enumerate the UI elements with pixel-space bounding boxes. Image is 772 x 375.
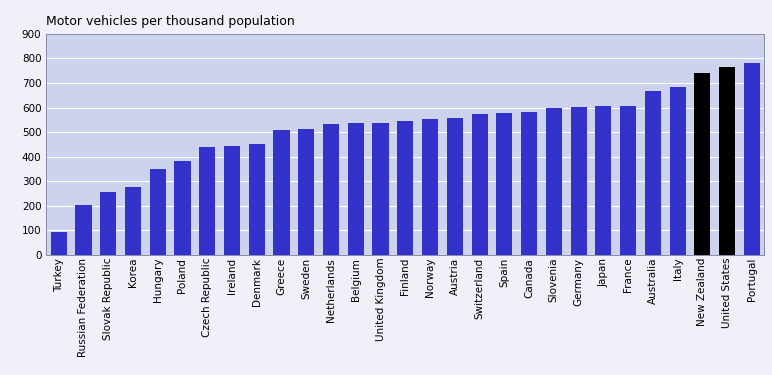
- Bar: [571, 107, 587, 255]
- Bar: [199, 147, 215, 255]
- Bar: [373, 123, 388, 255]
- Bar: [347, 123, 364, 255]
- Bar: [150, 170, 166, 255]
- Bar: [719, 67, 735, 255]
- Text: Motor vehicles per thousand population: Motor vehicles per thousand population: [46, 15, 295, 28]
- Bar: [422, 119, 438, 255]
- Bar: [249, 144, 265, 255]
- Bar: [521, 112, 537, 255]
- Bar: [744, 63, 760, 255]
- Bar: [125, 188, 141, 255]
- Bar: [620, 105, 636, 255]
- Bar: [51, 232, 66, 255]
- Bar: [669, 87, 686, 255]
- Bar: [398, 120, 413, 255]
- Bar: [472, 114, 488, 255]
- Bar: [645, 91, 661, 255]
- Bar: [100, 192, 117, 255]
- Bar: [496, 113, 513, 255]
- Bar: [546, 108, 562, 255]
- Bar: [595, 105, 611, 255]
- Bar: [224, 146, 240, 255]
- Bar: [323, 124, 339, 255]
- Bar: [298, 129, 314, 255]
- Bar: [76, 205, 92, 255]
- Bar: [174, 161, 191, 255]
- Bar: [273, 130, 290, 255]
- Bar: [447, 118, 463, 255]
- Bar: [694, 73, 710, 255]
